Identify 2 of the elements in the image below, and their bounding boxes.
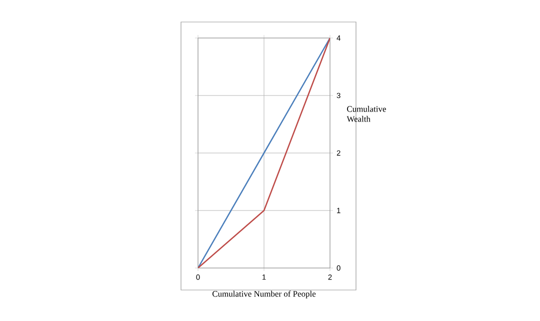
y-axis-title: Cumulative Wealth [346,106,386,122]
x-axis-title: Cumulative Number of People [212,290,316,298]
